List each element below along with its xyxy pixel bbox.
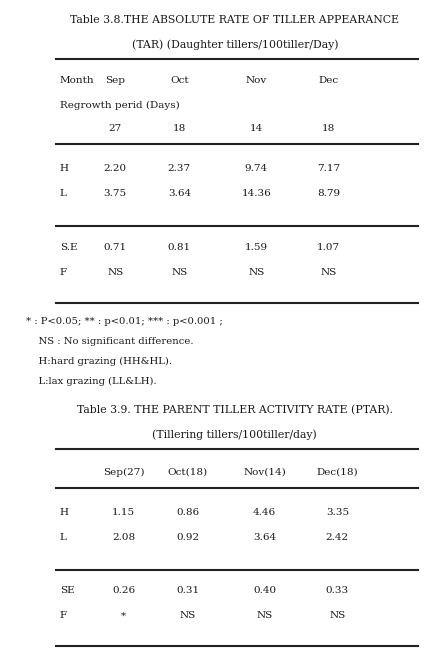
- Text: NS: NS: [107, 268, 123, 277]
- Text: 0.26: 0.26: [112, 586, 135, 596]
- Text: 0.31: 0.31: [176, 586, 199, 596]
- Text: Month: Month: [60, 76, 94, 85]
- Text: 1.59: 1.59: [244, 243, 267, 252]
- Text: 0.33: 0.33: [325, 586, 348, 596]
- Text: F: F: [60, 268, 67, 277]
- Text: 0.81: 0.81: [167, 243, 190, 252]
- Text: NS: NS: [179, 611, 196, 621]
- Text: Table 3.9. THE PARENT TILLER ACTIVITY RATE (PTAR).: Table 3.9. THE PARENT TILLER ACTIVITY RA…: [77, 405, 392, 415]
- Text: Sep: Sep: [105, 76, 125, 85]
- Text: NS: NS: [320, 268, 336, 277]
- Text: Dec: Dec: [318, 76, 338, 85]
- Text: NS: NS: [328, 611, 345, 621]
- Text: 1.07: 1.07: [317, 243, 340, 252]
- Text: 0.71: 0.71: [104, 243, 127, 252]
- Text: Dec(18): Dec(18): [316, 468, 357, 477]
- Text: 14.36: 14.36: [241, 189, 271, 198]
- Text: (TAR) (Daughter tillers/100tiller/Day): (TAR) (Daughter tillers/100tiller/Day): [131, 40, 337, 50]
- Text: 4.46: 4.46: [253, 508, 276, 517]
- Text: NS: NS: [256, 611, 272, 621]
- Text: H: H: [60, 508, 69, 517]
- Text: 0.86: 0.86: [176, 508, 199, 517]
- Text: L:lax grazing (LL&LH).: L:lax grazing (LL&LH).: [26, 377, 156, 386]
- Text: 9.74: 9.74: [244, 164, 267, 173]
- Text: NS: NS: [248, 268, 264, 277]
- Text: S.E: S.E: [60, 243, 77, 252]
- Text: 14: 14: [249, 124, 262, 134]
- Text: 3.64: 3.64: [167, 189, 190, 198]
- Text: H: H: [60, 164, 69, 173]
- Text: L: L: [60, 189, 66, 198]
- Text: Oct: Oct: [170, 76, 188, 85]
- Text: 3.64: 3.64: [253, 533, 276, 542]
- Text: Nov: Nov: [245, 76, 266, 85]
- Text: 2.20: 2.20: [104, 164, 127, 173]
- Text: 2.42: 2.42: [325, 533, 348, 542]
- Text: H:hard grazing (HH&HL).: H:hard grazing (HH&HL).: [26, 357, 171, 366]
- Text: 0.92: 0.92: [176, 533, 199, 542]
- Text: SE: SE: [60, 586, 74, 596]
- Text: (Tillering tillers/100tiller/day): (Tillering tillers/100tiller/day): [152, 430, 317, 440]
- Text: * : P<0.05; ** : p<0.01; *** : p<0.001 ;: * : P<0.05; ** : p<0.01; *** : p<0.001 ;: [26, 317, 222, 327]
- Text: Table 3.8.THE ABSOLUTE RATE OF TILLER APPEARANCE: Table 3.8.THE ABSOLUTE RATE OF TILLER AP…: [70, 15, 398, 24]
- Text: 2.08: 2.08: [112, 533, 135, 542]
- Text: 18: 18: [172, 124, 186, 134]
- Text: NS : No significant difference.: NS : No significant difference.: [26, 337, 193, 346]
- Text: L: L: [60, 533, 66, 542]
- Text: 8.79: 8.79: [317, 189, 340, 198]
- Text: 2.37: 2.37: [167, 164, 190, 173]
- Text: *: *: [121, 611, 126, 621]
- Text: NS: NS: [171, 268, 187, 277]
- Text: 7.17: 7.17: [317, 164, 340, 173]
- Text: 27: 27: [108, 124, 122, 134]
- Text: 1.15: 1.15: [112, 508, 135, 517]
- Text: Sep(27): Sep(27): [103, 468, 144, 477]
- Text: 18: 18: [321, 124, 335, 134]
- Text: Regrowth perid (Days): Regrowth perid (Days): [60, 101, 179, 110]
- Text: Nov(14): Nov(14): [243, 468, 285, 477]
- Text: 3.35: 3.35: [325, 508, 348, 517]
- Text: F: F: [60, 611, 67, 621]
- Text: 3.75: 3.75: [104, 189, 127, 198]
- Text: 0.40: 0.40: [253, 586, 276, 596]
- Text: Oct(18): Oct(18): [167, 468, 207, 477]
